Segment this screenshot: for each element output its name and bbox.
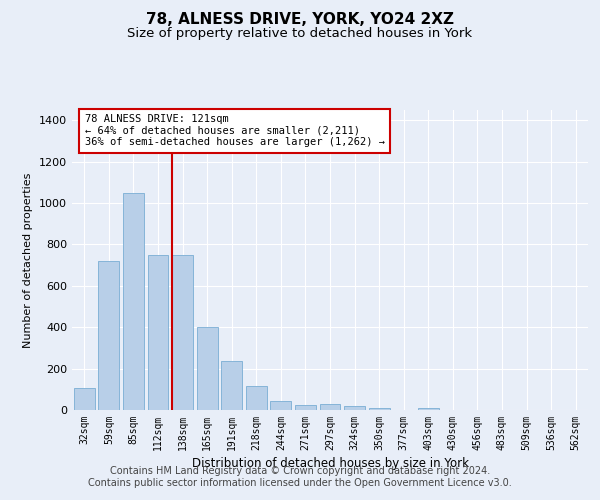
- X-axis label: Distribution of detached houses by size in York: Distribution of detached houses by size …: [191, 457, 469, 470]
- Bar: [368, 408, 389, 410]
- Bar: [246, 386, 267, 410]
- Bar: [320, 404, 340, 410]
- Bar: [148, 255, 169, 410]
- Y-axis label: Number of detached properties: Number of detached properties: [23, 172, 34, 348]
- Text: Size of property relative to detached houses in York: Size of property relative to detached ho…: [127, 28, 473, 40]
- Text: Contains HM Land Registry data © Crown copyright and database right 2024.
Contai: Contains HM Land Registry data © Crown c…: [88, 466, 512, 487]
- Bar: [197, 327, 218, 410]
- Bar: [172, 255, 193, 410]
- Bar: [418, 408, 439, 410]
- Bar: [344, 406, 365, 410]
- Bar: [221, 362, 242, 410]
- Bar: [123, 193, 144, 410]
- Bar: [295, 405, 316, 410]
- Bar: [271, 400, 292, 410]
- Text: 78 ALNESS DRIVE: 121sqm
← 64% of detached houses are smaller (2,211)
36% of semi: 78 ALNESS DRIVE: 121sqm ← 64% of detache…: [85, 114, 385, 148]
- Bar: [74, 388, 95, 410]
- Text: 78, ALNESS DRIVE, YORK, YO24 2XZ: 78, ALNESS DRIVE, YORK, YO24 2XZ: [146, 12, 454, 28]
- Bar: [98, 261, 119, 410]
